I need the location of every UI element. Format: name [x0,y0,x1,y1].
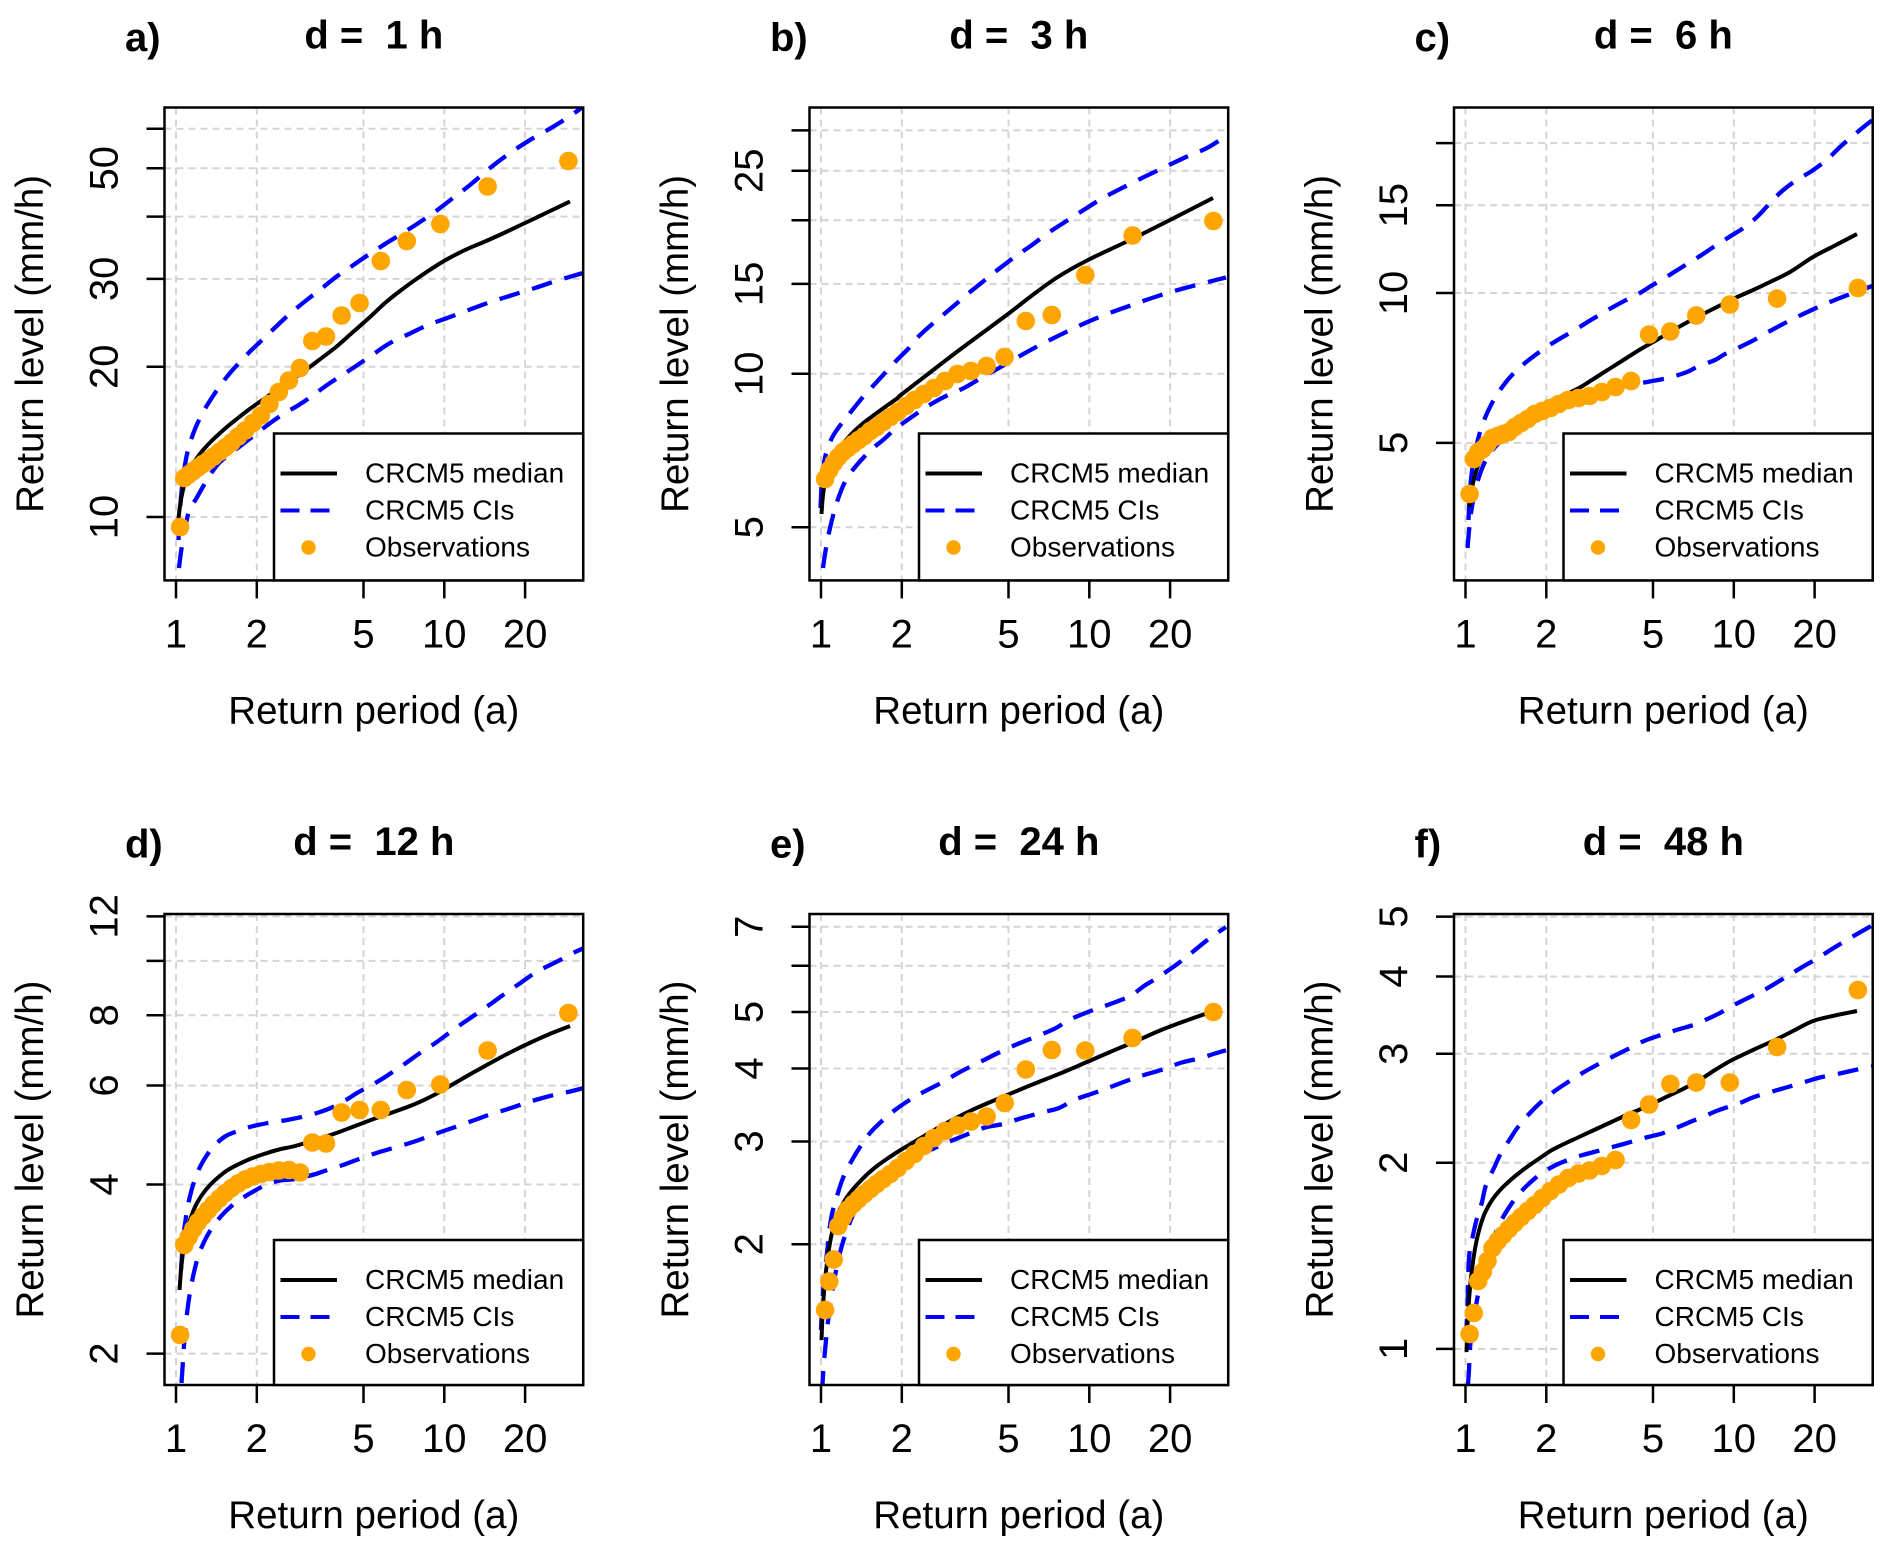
svg-text:2: 2 [246,1417,268,1461]
svg-text:10: 10 [1712,612,1757,656]
svg-text:f): f) [1415,823,1442,867]
svg-text:10: 10 [1067,1417,1112,1461]
svg-text:Return level (mm/h): Return level (mm/h) [9,980,52,1318]
svg-text:2: 2 [891,612,913,656]
svg-text:10: 10 [422,612,467,656]
svg-text:2: 2 [246,612,268,656]
svg-text:c): c) [1415,16,1451,60]
svg-text:CRCM5 median: CRCM5 median [1655,458,1854,489]
svg-text:CRCM5 median: CRCM5 median [365,458,564,489]
svg-text:2: 2 [83,1342,127,1364]
svg-text:Return period (a): Return period (a) [1518,1494,1809,1537]
svg-text:CRCM5 CIs: CRCM5 CIs [1655,1301,1804,1332]
svg-text:1: 1 [165,1417,187,1461]
svg-text:1: 1 [1454,612,1476,656]
svg-text:20: 20 [83,345,127,390]
svg-text:20: 20 [503,1417,548,1461]
svg-text:3: 3 [728,1130,772,1152]
svg-text:12: 12 [83,894,127,939]
svg-text:Return period (a): Return period (a) [1518,689,1809,732]
svg-text:CRCM5 CIs: CRCM5 CIs [365,495,514,526]
svg-text:15: 15 [728,262,772,307]
svg-text:10: 10 [1067,612,1112,656]
svg-text:2: 2 [1372,1152,1416,1174]
svg-text:Observations: Observations [1010,1338,1175,1369]
svg-text:6: 6 [83,1074,127,1096]
svg-text:5: 5 [728,1001,772,1023]
svg-text:1: 1 [165,612,187,656]
svg-text:CRCM5 median: CRCM5 median [1655,1264,1854,1295]
svg-text:Observations: Observations [365,1338,530,1369]
svg-text:2: 2 [1535,1417,1557,1461]
svg-text:Return period (a): Return period (a) [228,1494,519,1537]
svg-text:CRCM5 CIs: CRCM5 CIs [1655,495,1804,526]
svg-text:1: 1 [1454,1417,1476,1461]
svg-text:5: 5 [1642,1417,1664,1461]
svg-text:CRCM5 CIs: CRCM5 CIs [1010,1301,1159,1332]
svg-text:Return period (a): Return period (a) [228,689,519,732]
svg-text:d = 24 h: d = 24 h [938,820,1099,864]
svg-text:1: 1 [810,612,832,656]
svg-text:CRCM5 median: CRCM5 median [1010,1264,1209,1295]
svg-text:CRCM5 CIs: CRCM5 CIs [1010,495,1159,526]
svg-text:15: 15 [1372,183,1416,228]
svg-text:20: 20 [1148,612,1193,656]
svg-text:25: 25 [728,149,772,194]
svg-text:5: 5 [997,612,1019,656]
svg-text:d = 48 h: d = 48 h [1583,820,1744,864]
svg-text:d = 3 h: d = 3 h [949,14,1088,58]
svg-text:1: 1 [1372,1338,1416,1360]
svg-text:2: 2 [891,1417,913,1461]
svg-text:20: 20 [1792,1417,1837,1461]
svg-text:5: 5 [1372,432,1416,454]
svg-text:Observations: Observations [1655,532,1820,563]
svg-text:5: 5 [352,1417,374,1461]
svg-text:2: 2 [728,1233,772,1255]
svg-text:Return level (mm/h): Return level (mm/h) [654,175,697,513]
svg-text:2: 2 [1535,612,1557,656]
svg-text:Observations: Observations [1010,532,1175,563]
svg-text:Observations: Observations [1655,1338,1820,1369]
svg-text:10: 10 [728,352,772,397]
svg-text:20: 20 [1148,1417,1193,1461]
svg-text:1: 1 [810,1417,832,1461]
svg-text:Return period (a): Return period (a) [873,689,1164,732]
svg-text:Return period (a): Return period (a) [873,1494,1164,1537]
svg-text:Return level (mm/h): Return level (mm/h) [1299,175,1342,513]
svg-text:d): d) [125,823,163,867]
svg-text:CRCM5 median: CRCM5 median [365,1264,564,1295]
svg-text:30: 30 [83,257,127,302]
svg-text:d = 12 h: d = 12 h [293,820,454,864]
svg-text:d = 1 h: d = 1 h [304,14,443,58]
svg-text:d = 6 h: d = 6 h [1594,14,1733,58]
svg-text:5: 5 [728,516,772,538]
svg-text:4: 4 [728,1057,772,1079]
svg-text:Observations: Observations [365,532,530,563]
svg-text:8: 8 [83,1004,127,1026]
svg-text:5: 5 [1372,905,1416,927]
svg-text:a): a) [125,16,161,60]
svg-text:4: 4 [1372,965,1416,987]
svg-text:CRCM5 CIs: CRCM5 CIs [365,1301,514,1332]
svg-text:5: 5 [352,612,374,656]
svg-text:Return level (mm/h): Return level (mm/h) [9,175,52,513]
svg-text:20: 20 [503,612,548,656]
svg-text:20: 20 [1792,612,1837,656]
svg-text:4: 4 [83,1173,127,1195]
svg-text:b): b) [770,16,808,60]
svg-text:10: 10 [83,495,127,540]
svg-text:10: 10 [1712,1417,1757,1461]
svg-text:3: 3 [1372,1043,1416,1065]
svg-text:10: 10 [422,1417,467,1461]
svg-text:10: 10 [1372,271,1416,316]
svg-text:e): e) [770,823,806,867]
svg-text:50: 50 [83,146,127,191]
svg-text:7: 7 [728,916,772,938]
svg-text:5: 5 [997,1417,1019,1461]
svg-text:Return level (mm/h): Return level (mm/h) [1299,980,1342,1318]
svg-text:5: 5 [1642,612,1664,656]
svg-text:CRCM5 median: CRCM5 median [1010,458,1209,489]
svg-text:Return level (mm/h): Return level (mm/h) [654,980,697,1318]
